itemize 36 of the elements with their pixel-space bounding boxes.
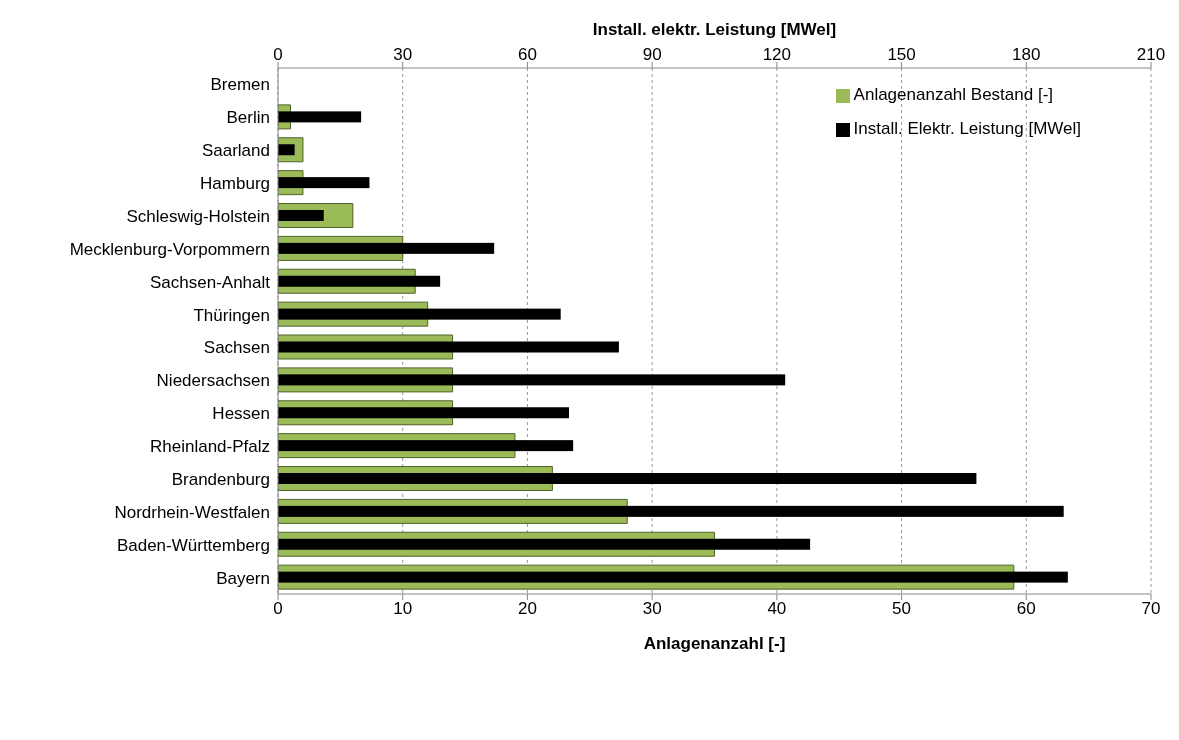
legend-label: Install. Elektr. Leistung [MWel] — [853, 119, 1081, 138]
y-tick-label: Baden-Württemberg — [116, 535, 270, 555]
y-tick-label: Saarland — [201, 141, 270, 161]
y-tick-label: Schleswig-Holstein — [126, 206, 270, 226]
y-tick-label: Berlin — [226, 108, 270, 128]
x2-tick-label: 150 — [887, 45, 916, 64]
x-tick-label: 60 — [1016, 599, 1036, 619]
y-tick-label: Hamburg — [200, 174, 270, 194]
x-tick-label: 0 — [273, 599, 283, 619]
x2-tick-label: 90 — [642, 45, 662, 64]
x2-axis-title: Install. elektr. Leistung [MWel] — [592, 20, 837, 40]
legend-label: Anlagenanzahl Bestand [-] — [853, 85, 1054, 104]
x2-tick-label: 30 — [393, 45, 413, 64]
y-tick-label: Sachsen — [203, 338, 270, 358]
x-axis-title: Anlagenanzahl [-] — [643, 634, 786, 653]
x2-tick-label: 120 — [762, 45, 792, 64]
x-tick-label: 40 — [767, 599, 787, 619]
y-tick-label: Mecklenburg-Vorpommern — [69, 239, 270, 259]
y-tick-label: Brandenburg — [171, 469, 270, 489]
y-tick-label: Niedersachsen — [156, 371, 270, 391]
y-tick-label: Hessen — [212, 404, 270, 424]
x2-tick-label: 210 — [1136, 45, 1166, 64]
x-tick-label: 10 — [393, 599, 413, 619]
y-tick-label: Thüringen — [193, 305, 270, 325]
x2-tick-label: 180 — [1012, 45, 1041, 64]
y-tick-label: Sachsen-Anhalt — [149, 272, 271, 292]
y-tick-label: Rheinland-Pfalz — [149, 437, 270, 457]
y-tick-label: Bayern — [216, 568, 270, 588]
x-tick-label: 70 — [1141, 599, 1161, 619]
y-tick-label: Nordrhein-Westfalen — [114, 502, 270, 522]
x-tick-label: 30 — [642, 599, 662, 619]
y-tick-label: Bremen — [210, 75, 270, 95]
x2-tick-label: 0 — [273, 45, 283, 64]
x2-tick-label: 60 — [517, 45, 537, 64]
x-tick-label: 50 — [892, 599, 912, 619]
x-tick-label: 20 — [517, 599, 537, 619]
